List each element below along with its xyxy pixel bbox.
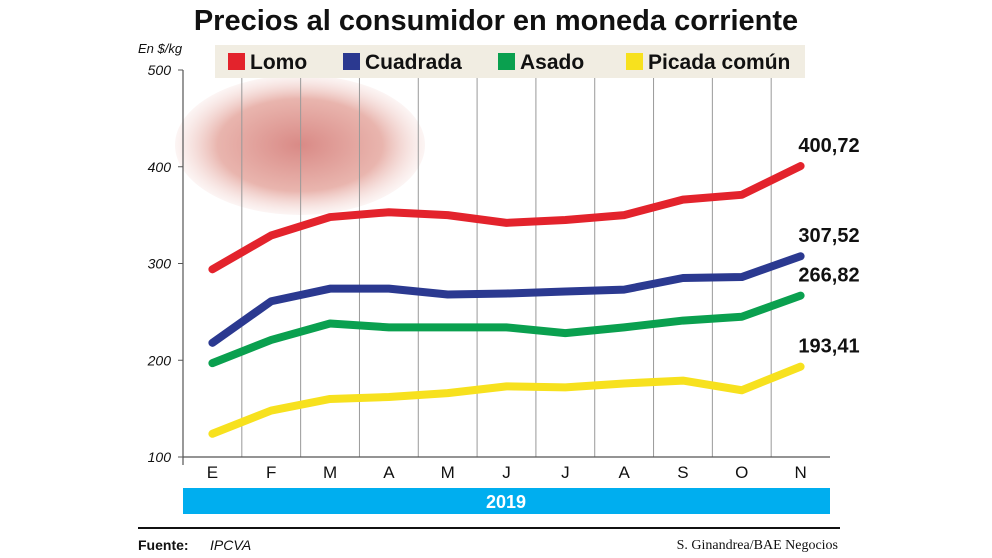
x-tick-label: A xyxy=(383,463,395,482)
x-tick-label: N xyxy=(794,463,806,482)
y-tick-label: 500 xyxy=(148,62,172,78)
x-tick-label: O xyxy=(735,463,748,482)
chart-title: Precios al consumidor en moneda corrient… xyxy=(194,5,798,37)
data-label: 307,52 xyxy=(798,225,859,247)
source-value: IPCVA xyxy=(210,537,251,553)
x-tick-label: F xyxy=(266,463,276,482)
legend-swatch xyxy=(228,53,245,70)
legend-label: Asado xyxy=(520,51,584,74)
year-label: 2019 xyxy=(486,492,526,512)
source-label: Fuente: xyxy=(138,537,189,553)
y-tick-label: 100 xyxy=(148,449,172,465)
legend-label: Picada común xyxy=(648,51,790,74)
legend-swatch xyxy=(498,53,515,70)
x-tick-label: M xyxy=(441,463,455,482)
data-label: 193,41 xyxy=(798,336,859,358)
x-tick-label: J xyxy=(561,463,570,482)
series-lines xyxy=(208,162,805,438)
data-label: 400,72 xyxy=(798,135,859,157)
y-tick-label: 400 xyxy=(148,159,172,175)
x-tick-label: J xyxy=(502,463,511,482)
x-tick-label: S xyxy=(677,463,688,482)
legend-label: Cuadrada xyxy=(365,51,462,74)
x-tick-label: E xyxy=(207,463,218,482)
x-tick-label: M xyxy=(323,463,337,482)
meat-photo xyxy=(175,75,425,215)
data-labels: 400,72 307,52 266,82 193,41 xyxy=(798,135,859,358)
x-tick-label: A xyxy=(618,463,630,482)
y-axis-unit: En $/kg xyxy=(138,41,183,56)
y-ticks: 100 200 300 400 500 xyxy=(147,62,183,465)
year-bar xyxy=(183,488,830,514)
credit: S. Ginandrea/BAE Negocios xyxy=(677,538,838,553)
legend-swatch xyxy=(343,53,360,70)
grid xyxy=(182,70,830,465)
data-label: 266,82 xyxy=(798,265,859,287)
footer-divider xyxy=(138,527,840,529)
legend-label: Lomo xyxy=(250,51,307,74)
y-tick-label: 300 xyxy=(148,256,172,272)
legend-swatch xyxy=(626,53,643,70)
y-tick-label: 200 xyxy=(147,352,172,368)
